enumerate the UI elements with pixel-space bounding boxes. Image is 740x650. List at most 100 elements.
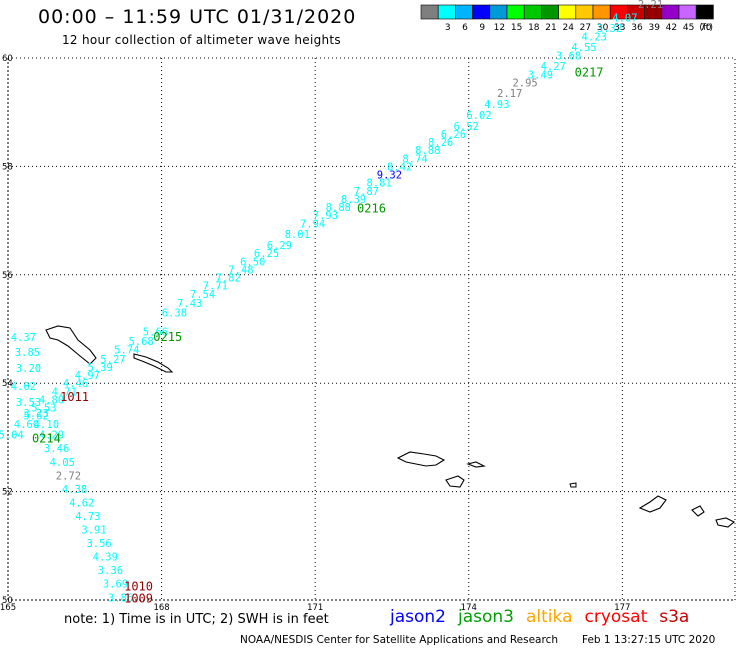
- footer-note: note: 1) Time is in UTC; 2) SWH is in fe…: [64, 612, 329, 627]
- lon-tick-label: 177: [614, 603, 630, 612]
- swh-value: 4.80: [39, 394, 64, 406]
- map-frame: [7, 57, 736, 601]
- swh-value: 6.38: [162, 308, 187, 320]
- swh-value: 2.17: [497, 88, 522, 100]
- swh-value: 4.62: [69, 497, 94, 509]
- lon-tick-label: 171: [307, 603, 323, 612]
- legend-label: 45: [683, 23, 694, 33]
- swh-value: 8.88: [415, 145, 440, 157]
- pass-time-label: 1010: [124, 579, 153, 593]
- swh-value: 4.39: [93, 552, 118, 564]
- swh-value: 5.39: [88, 362, 113, 374]
- swh-value: 3.43: [666, 0, 691, 3]
- satellite-name: jason3: [458, 607, 514, 627]
- altimeter-tracks: 3.863.69 3.364.39 3.563.91 4.73 4.624.38 2.72…: [0, 0, 691, 604]
- legend-unit: (ft): [699, 23, 713, 33]
- swh-value: 7.43: [177, 298, 202, 310]
- swh-value: 5.62: [24, 411, 49, 423]
- legend-label: 70: [700, 23, 712, 33]
- swh-value: 4.07: [612, 12, 637, 24]
- legend-label: 30: [597, 23, 609, 33]
- swh-value: 6.52: [454, 121, 479, 133]
- swh-value: 7.94: [300, 218, 325, 230]
- swh-value: 5.68: [128, 336, 153, 348]
- pass-time-label: 1009: [124, 591, 153, 605]
- buldir-island: [569, 482, 577, 488]
- pass-time-label: 0216: [357, 202, 386, 216]
- legend-label: 42: [666, 23, 677, 33]
- swh-value: 3.86: [108, 592, 133, 604]
- swh-value: 5.74: [114, 345, 139, 357]
- swh-value: 3.53: [16, 397, 41, 409]
- swh-value: 3.46: [44, 443, 69, 455]
- medny-island: [133, 353, 174, 373]
- pass-time-label: 0214: [32, 431, 61, 445]
- swh-value: 2.21: [638, 0, 663, 11]
- swh-value: 8.81: [367, 178, 392, 190]
- swh-value: 7.93: [313, 210, 338, 222]
- swh-value: 4.05: [50, 457, 75, 469]
- attu-island: [396, 451, 446, 467]
- pass-time-label: 0217: [575, 66, 604, 80]
- legend-label: 6: [462, 23, 468, 33]
- swh-value: 3.68: [556, 50, 581, 62]
- legend-label: 3: [445, 23, 451, 33]
- kiska-island: [638, 495, 667, 513]
- wave-height-map: 3.863.69 3.364.39 3.563.91 4.73 4.624.38 2.72…: [0, 0, 736, 612]
- credit-line: NOAA/NESDIS Center for Satellite Applica…: [240, 634, 558, 646]
- swh-value: 8.74: [402, 153, 427, 165]
- agattu-island: [445, 475, 465, 488]
- legend-label: 27: [580, 23, 591, 33]
- swh-value: 8.39: [341, 194, 366, 206]
- axis-tick-labels: 165 168 171 174 177 60 58 56 54 52 50: [0, 54, 630, 612]
- swh-value: 6.50: [240, 256, 265, 268]
- lat-tick-label: 52: [2, 488, 13, 498]
- satellite-legend: jason2 jason3 altika cryosat s3a: [390, 607, 701, 627]
- swh-value: 3.23: [24, 408, 49, 420]
- satellite-name: altika: [526, 607, 573, 627]
- swh-value: 4.97: [75, 370, 100, 382]
- swh-value: 4.55: [571, 42, 596, 54]
- swh-value: 3.69: [103, 579, 128, 591]
- swh-value: 5.53: [31, 403, 56, 415]
- lat-tick-label: 58: [2, 162, 13, 172]
- semichi-islands: [466, 461, 486, 468]
- swh-value: 7.48: [228, 264, 253, 276]
- color-legend: 3 6 9 12 15 18 21 24 27 30 33 36 39 42 45 70(ft): [420, 4, 714, 33]
- swh-value: 8.01: [285, 229, 310, 241]
- swh-value: 4.37: [11, 332, 36, 344]
- swh-value: 3.85: [15, 347, 40, 359]
- swh-value: 6.29: [267, 240, 292, 252]
- swh-value: 7.82: [215, 273, 240, 285]
- swh-value: 5.27: [100, 354, 125, 366]
- legend-label: 9: [479, 23, 485, 33]
- rat-islands: [715, 517, 735, 528]
- legend-label: 12: [494, 23, 505, 33]
- swh-value: 3.56: [86, 538, 111, 550]
- little-kiska: [691, 505, 705, 517]
- swh-value: 4.38: [62, 484, 87, 496]
- swh-value: 2.72: [56, 470, 81, 482]
- swh-value: 3.91: [81, 525, 106, 537]
- swh-value: 6.26: [441, 129, 466, 141]
- swh-value: 4.02: [11, 381, 36, 393]
- swh-value: 7.54: [190, 289, 215, 301]
- swh-value: 4.27: [541, 61, 566, 73]
- swh-value: 2.95: [512, 77, 537, 89]
- swh-value: 8.42: [387, 161, 412, 173]
- swh-value: 4.93: [484, 99, 509, 111]
- lat-tick-label: 56: [2, 271, 13, 281]
- swh-value: 7.87: [354, 186, 379, 198]
- satellite-name: jason2: [390, 607, 446, 627]
- legend-label: 18: [528, 23, 540, 33]
- satellite-name: s3a: [659, 607, 690, 627]
- legend-label: 39: [648, 23, 660, 33]
- pass-time-label: 0215: [153, 330, 182, 344]
- swh-value: 8.26: [428, 137, 453, 149]
- swh-value: 6.02: [466, 110, 491, 122]
- legend-label: 21: [545, 23, 556, 33]
- generated-timestamp: Feb 1 13:27:15 UTC 2020: [582, 634, 716, 646]
- graticule: [7, 57, 736, 601]
- swh-value: 8.88: [326, 202, 351, 214]
- swh-value: 3.49: [528, 69, 553, 81]
